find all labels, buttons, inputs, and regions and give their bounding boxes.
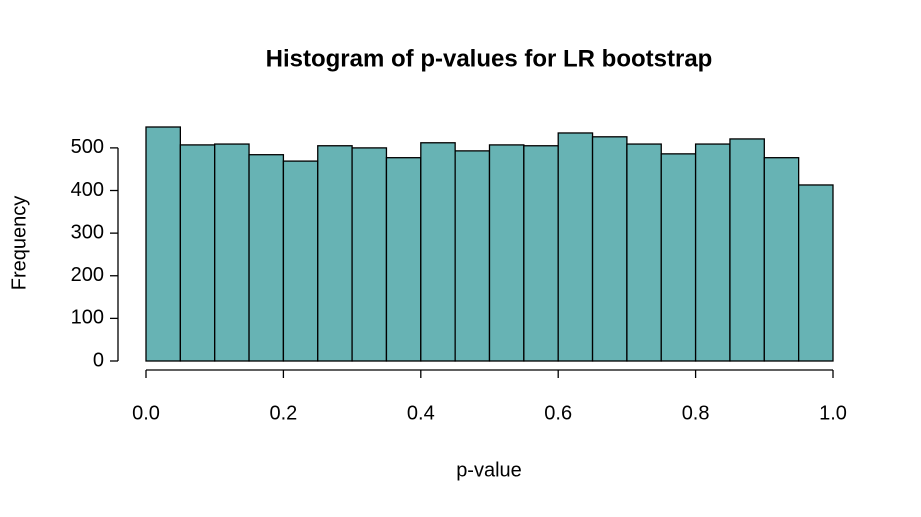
bar (179, 144, 216, 362)
y-tick-label: 400 (71, 179, 104, 201)
bar (763, 157, 800, 362)
x-axis-label: p-value (456, 459, 522, 481)
bar (454, 150, 491, 362)
bar (729, 138, 765, 362)
bar (626, 143, 662, 362)
y-tick-label: 500 (71, 136, 104, 158)
bar (317, 145, 353, 362)
bar (523, 145, 559, 362)
x-tick-label: 1.0 (819, 402, 847, 424)
y-axis-label: Frequency (8, 196, 30, 291)
bar (248, 154, 285, 362)
x-tick-label: 0.2 (269, 402, 297, 424)
x-tick-label: 0.6 (544, 402, 572, 424)
chart-title: Histogram of p-values for LR bootstrap (266, 45, 713, 72)
bar (660, 153, 697, 362)
bar (557, 132, 594, 362)
y-tick-label: 100 (71, 307, 104, 329)
x-tick-label: 0.4 (407, 402, 435, 424)
bar (420, 142, 456, 362)
bar (694, 143, 731, 362)
bar (351, 147, 388, 362)
bar (798, 184, 834, 362)
y-tick-label: 200 (71, 264, 104, 286)
bar (282, 160, 319, 362)
bar (385, 157, 422, 362)
bar (145, 126, 181, 362)
x-tick-label: 0.0 (132, 402, 160, 424)
y-tick-label: 300 (71, 221, 104, 243)
x-tick-label: 0.8 (682, 402, 710, 424)
bar (488, 144, 525, 362)
y-tick-label: 0 (93, 349, 104, 371)
bar (214, 143, 250, 362)
bar (591, 136, 628, 362)
